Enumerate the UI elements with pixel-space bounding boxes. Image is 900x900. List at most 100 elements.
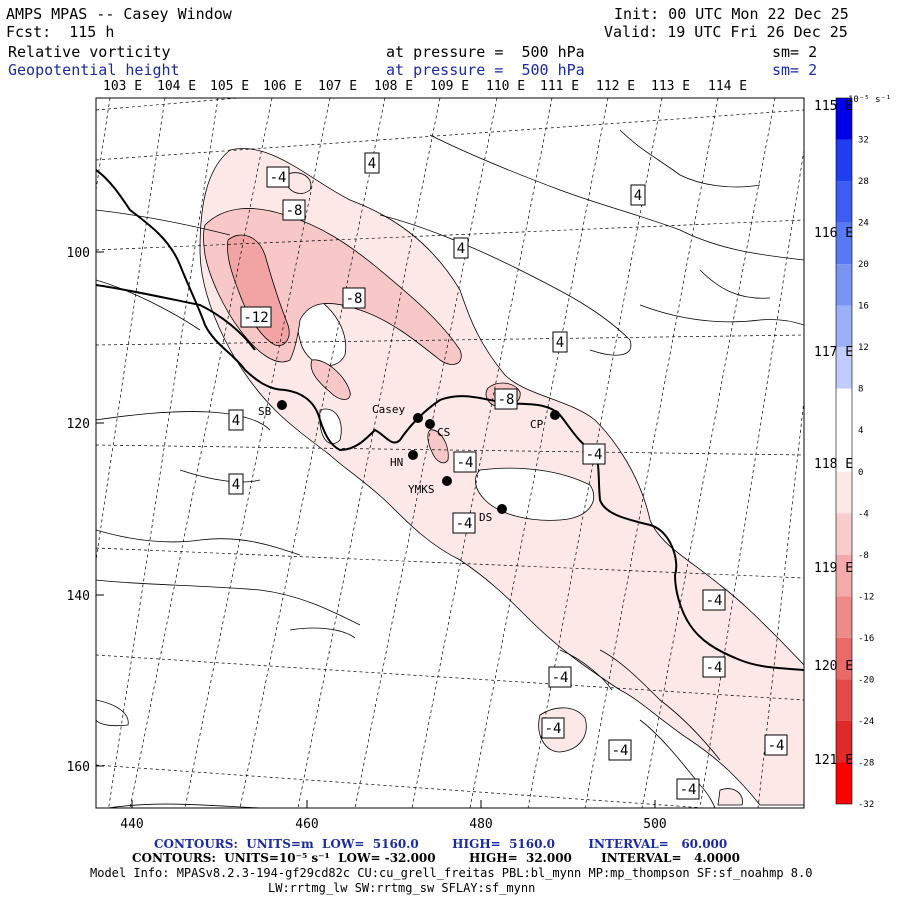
contour-label: 4 (634, 188, 642, 204)
colorbar-swatch (836, 637, 852, 680)
contour-label: 4 (457, 241, 465, 257)
top-longitude-label: 107 E (318, 79, 357, 94)
left-y-label: 160 (67, 760, 90, 775)
colorbar-swatch (836, 471, 852, 514)
contour-label: 4 (232, 413, 240, 429)
contour-label-box (364, 152, 380, 174)
bottom-x-label: 480 (469, 817, 492, 832)
colorbar-tick-label: 8 (858, 385, 863, 395)
left-y-label: 120 (67, 417, 90, 432)
contour-label: -4 (706, 593, 723, 609)
plot-title: AMPS MPAS -- Casey Window (6, 5, 232, 23)
map-area (96, 98, 804, 808)
contour-label: 4 (368, 156, 376, 172)
footer-vorticity-contours: CONTOURS: UNITS=10⁻⁵ s⁻¹ LOW= -32.000 HI… (132, 851, 740, 865)
contour-label-box (282, 199, 306, 221)
right-longitude-label: 119 E (814, 561, 853, 576)
contour-label-box (548, 666, 572, 688)
top-longitude-label: 105 E (210, 79, 249, 94)
contour-label: -4 (612, 743, 629, 759)
stations: SB Casey CS CP HN YMKS DS (258, 400, 560, 524)
colorbar-tick-label: 16 (858, 302, 869, 312)
contour-label-box (702, 589, 726, 611)
right-longitude-label: 117 E (814, 345, 853, 360)
colorbar-tick-label: 12 (858, 343, 869, 353)
colorbar-swatch (836, 430, 852, 472)
contour-label: -4 (706, 660, 723, 676)
contour-label-box (494, 388, 518, 410)
footer-model-info: Model Info: MPASv8.2.3-194-gf29cd82c CU:… (90, 866, 813, 880)
contour-label-box (240, 306, 272, 328)
axis-ticks (96, 251, 656, 808)
colorbar: 32 28 24 20 16 12 8 4 0 -4 -8 -12 -16 -20 -24 -28 -32 (835, 97, 874, 810)
station-label: YMKS (408, 483, 435, 496)
bottom-x-label: 440 (120, 817, 143, 832)
station-label: CP (530, 418, 544, 431)
contour-label: -4 (456, 516, 473, 532)
footer-physics-info: LW:rrtmg_lw SW:rrtmg_sw SFLAY:sf_mynn (268, 881, 536, 895)
contour-label: -4 (552, 670, 569, 686)
station-marker (413, 413, 423, 423)
footer-height-contours: CONTOURS: UNITS=m LOW= 5160.0 HIGH= 5160… (154, 837, 728, 851)
station-marker (408, 450, 418, 460)
contour-label-box (608, 739, 632, 761)
colorbar-swatch (836, 305, 852, 348)
contour-label-box (266, 166, 290, 188)
field2-name: Geopotential height (8, 61, 180, 79)
field1-name: Relative vorticity (8, 43, 171, 61)
colorbar-tick-label: 24 (858, 219, 869, 229)
top-longitude-label: 104 E (157, 79, 196, 94)
field1-sm: sm= 2 (772, 43, 818, 61)
valid-time: Valid: 19 UTC Fri 26 Dec 25 (604, 23, 848, 41)
top-longitude-label: 110 E (486, 79, 525, 94)
station-label: DS (479, 511, 492, 524)
colorbar-tick-label: 4 (858, 426, 863, 436)
top-longitude-label: 114 E (708, 79, 747, 94)
contour-label: -4 (586, 447, 603, 463)
top-longitude-label: 112 E (596, 79, 635, 94)
top-longitude-label: 113 E (651, 79, 690, 94)
station-marker (497, 504, 507, 514)
contour-label-box (452, 512, 476, 534)
colorbar-swatch (836, 762, 852, 804)
bottom-x-label: 460 (295, 817, 318, 832)
colorbar-tick-label: 32 (858, 136, 869, 146)
top-longitude-label: 108 E (374, 79, 413, 94)
colorbar-tick-label: -8 (858, 551, 869, 561)
axis-labels: 103 E 104 E 105 E 106 E 107 E 108 E 109 E 110 E… (67, 79, 854, 832)
colorbar-tick-label: 0 (858, 468, 863, 478)
right-longitude-label: 115 E (814, 99, 853, 114)
station-label: HN (390, 456, 403, 469)
top-longitude-label: 106 E (263, 79, 302, 94)
contour-label: -4 (457, 455, 474, 471)
contour-label-box (702, 656, 726, 678)
contour-label-box (582, 443, 606, 465)
contour-label-box (342, 287, 366, 309)
field2-level: at pressure = 500 hPa (386, 61, 585, 79)
contour-label-box (228, 473, 244, 495)
contour-label-box (764, 734, 788, 756)
left-y-label: 140 (67, 589, 90, 604)
contour-label-box (541, 717, 565, 739)
colorbar-tick-label: -20 (858, 675, 874, 685)
contour-label: -4 (680, 782, 697, 798)
colorbar-tick-label: 28 (858, 177, 869, 187)
colorbar-tick-label: 20 (858, 260, 869, 270)
station-marker (425, 419, 435, 429)
contour-label: -12 (243, 310, 268, 326)
station-marker (277, 400, 287, 410)
contour-label: -4 (270, 170, 287, 186)
colorbar-swatch (836, 139, 852, 182)
contour-labels: -4 4 -8 4 4 -8 -12 4 -8 4 -4 -4 4 -4 -4 -4 -4 -4 -4 -4 -4 (228, 152, 788, 800)
colorbar-tick-label: -28 (858, 758, 874, 768)
colorbar-swatch (836, 98, 852, 140)
plot-frame (95, 97, 805, 809)
contour-label-box (676, 778, 700, 800)
top-longitude-label: 109 E (430, 79, 469, 94)
colorbar-tick-label: -12 (858, 592, 874, 602)
colorbar-swatch (836, 388, 852, 431)
colorbar-tick-label: -24 (858, 717, 874, 727)
top-longitude-label: 111 E (540, 79, 579, 94)
station-label: CS (437, 426, 450, 439)
